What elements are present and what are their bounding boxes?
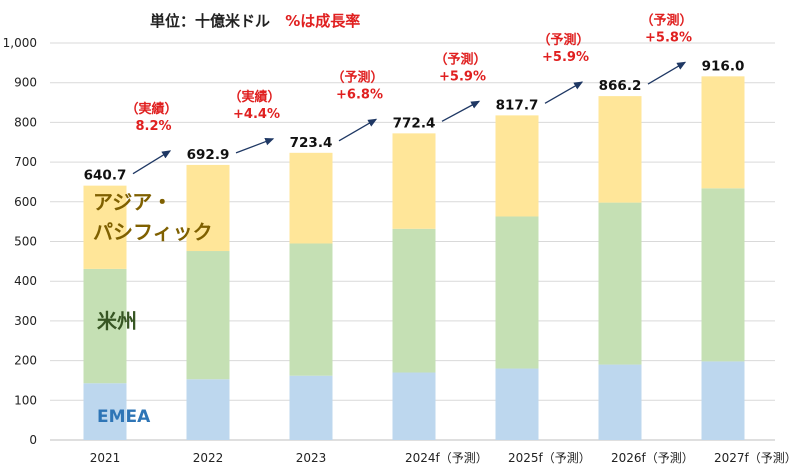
- bar-segment: [83, 383, 127, 440]
- bar-segment: [701, 361, 745, 440]
- growth-label-rate: +6.8%: [336, 87, 383, 102]
- growth-label-note: （予測）: [434, 51, 486, 67]
- growth-arrow: [132, 150, 172, 175]
- y-tick-label: 300: [14, 314, 37, 328]
- growth-label-note: （予測）: [537, 32, 589, 48]
- bar-segment: [392, 228, 436, 373]
- bar-segment: [495, 368, 539, 440]
- y-axis-ticks: 0 100 200 300 400 500 600 700 800 900 1,000: [3, 36, 37, 447]
- bar-segment: [289, 243, 333, 376]
- series-label: パシフィック: [93, 220, 213, 244]
- total-label: 817.7: [496, 97, 539, 113]
- y-tick-label: 400: [14, 274, 37, 288]
- bar-stack: [289, 152, 333, 440]
- x-tick-label: 2025f（予測）: [508, 451, 591, 465]
- bar-segment: [392, 372, 436, 440]
- y-tick-label: 900: [14, 76, 37, 90]
- bar-segment: [701, 188, 745, 362]
- total-label: 866.2: [599, 78, 642, 94]
- bar-segment: [495, 115, 539, 217]
- total-label: 640.7: [84, 168, 127, 184]
- bars: [83, 76, 745, 440]
- bar-segment: [289, 375, 333, 440]
- growth-label-rate: +5.9%: [542, 50, 589, 65]
- bar-stack: [598, 96, 642, 440]
- growth-label-rate: +4.4%: [233, 107, 280, 122]
- bar-segment: [186, 379, 230, 440]
- x-tick-label: 2023: [296, 451, 327, 465]
- series-label: 米州: [97, 309, 137, 333]
- growth-label-note: （予測）: [640, 12, 692, 28]
- growth-arrow: [338, 118, 378, 142]
- growth-label-rate: +5.9%: [439, 69, 486, 84]
- growth-arrows: [132, 61, 687, 175]
- growth-label-note: （予測）: [331, 69, 383, 85]
- total-labels: 640.7 692.9 723.4 772.4 817.7 866.2 916.0: [84, 58, 745, 183]
- y-tick-label: 200: [14, 354, 37, 368]
- x-tick-label: 2022: [193, 451, 224, 465]
- bar-segment: [186, 164, 230, 252]
- series-label: アジア・: [93, 190, 172, 214]
- bar-stack: [701, 76, 745, 440]
- bar-segment: [83, 185, 127, 269]
- bar-stack: [495, 115, 539, 440]
- bar-segment: [83, 268, 127, 384]
- x-tick-label: 2027f（予測）: [714, 451, 797, 465]
- growth-arrow: [544, 81, 584, 104]
- bar-segment: [495, 216, 539, 369]
- growth-label-rate: +5.8%: [645, 30, 692, 45]
- total-label: 772.4: [393, 115, 436, 131]
- bar-segment: [598, 96, 642, 203]
- bar-segment: [598, 202, 642, 365]
- y-tick-label: 700: [14, 155, 37, 169]
- series-label: EMEA: [97, 407, 151, 427]
- chart-title: 単位：十億米ドル %は成長率: [150, 12, 360, 30]
- y-tick-label: 1,000: [3, 36, 37, 50]
- x-axis-ticks: 2021 2022 2023 2024f（予測） 2025f（予測） 2026f（予測） 2…: [90, 451, 797, 465]
- y-tick-label: 600: [14, 195, 37, 209]
- bar-stack: [83, 185, 127, 440]
- bar-segment: [186, 251, 230, 380]
- total-label: 692.9: [187, 147, 230, 163]
- bar-stack: [392, 133, 436, 440]
- chart-title-unit: 単位：十億米ドル: [150, 12, 270, 30]
- bar-segment: [598, 364, 642, 440]
- bar-segment: [289, 152, 333, 244]
- growth-label-note: （実績）: [125, 101, 177, 117]
- series-labels: EMEA 米州 アジア・パシフィック: [93, 190, 213, 427]
- growth-label-rate: 8.2%: [135, 119, 171, 134]
- bar-segment: [392, 133, 436, 229]
- growth-labels: （実績） 8.2% （実績） +4.4% （予測） +6.8% （予測） +5.9% （予測） +…: [125, 12, 692, 134]
- chart-title-growth-note: %は成長率: [285, 12, 360, 30]
- y-tick-label: 500: [14, 235, 37, 249]
- y-tick-label: 100: [14, 393, 37, 407]
- growth-arrow: [647, 61, 687, 85]
- x-tick-label: 2026f（予測）: [611, 451, 694, 465]
- growth-label-note: （実績）: [228, 89, 280, 105]
- x-tick-label: 2021: [90, 451, 121, 465]
- bar-stack: [186, 164, 230, 440]
- growth-arrow: [441, 100, 481, 122]
- y-tick-label: 0: [29, 433, 37, 447]
- total-label: 916.0: [702, 58, 745, 74]
- x-tick-label: 2024f（予測）: [405, 451, 488, 465]
- growth-arrow: [235, 137, 275, 154]
- bar-segment: [701, 76, 745, 189]
- total-label: 723.4: [290, 135, 333, 151]
- y-tick-label: 800: [14, 115, 37, 129]
